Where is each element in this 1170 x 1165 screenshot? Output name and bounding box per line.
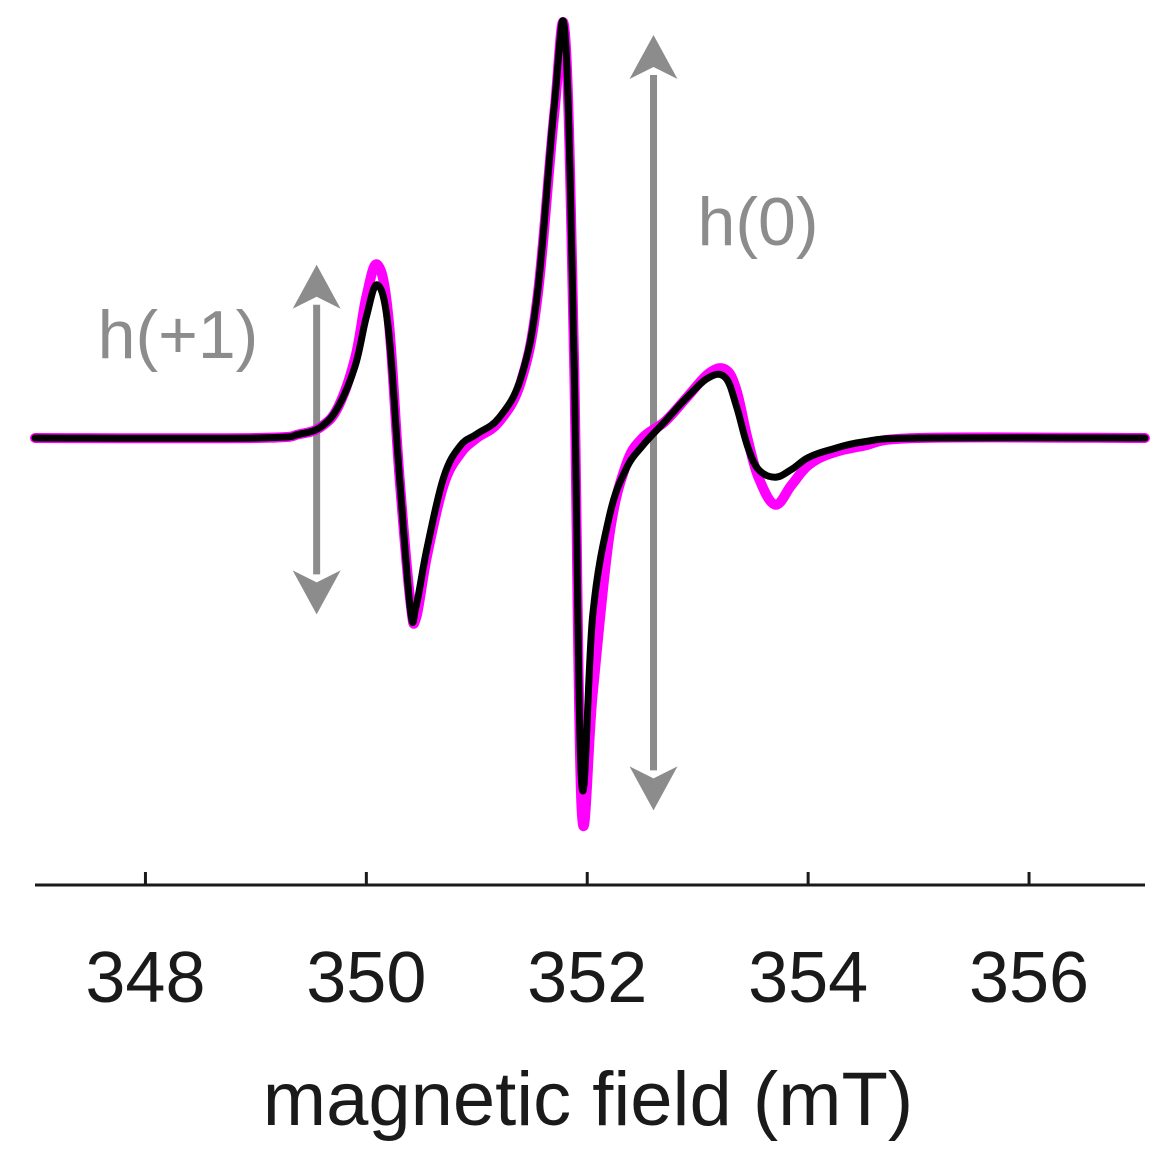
x-axis: 348 350 352 354 356 — [35, 872, 1145, 1018]
x-axis-title: magnetic field (mT) — [263, 1057, 913, 1142]
annotation-label-1: h(0) — [698, 184, 819, 260]
annotation-arrow-head-up-0 — [292, 264, 341, 309]
x-tick-label-1: 350 — [306, 938, 426, 1018]
x-tick-label-2: 352 — [527, 938, 647, 1018]
annotation-arrow-head-down-1 — [629, 766, 678, 811]
annotation-arrow-head-down-0 — [292, 570, 341, 615]
x-ticks: 348 350 352 354 356 — [85, 872, 1089, 1018]
annotation-label-0: h(+1) — [98, 297, 259, 373]
series-line-1 — [31, 17, 1149, 795]
annotation-arrow-head-up-1 — [629, 35, 678, 79]
x-tick-label-0: 348 — [85, 938, 205, 1018]
x-tick-label-4: 356 — [969, 938, 1089, 1018]
series-layer — [30, 17, 1150, 832]
annotations-layer: h(+1) h(0) — [98, 35, 819, 811]
x-tick-label-3: 354 — [748, 938, 868, 1018]
